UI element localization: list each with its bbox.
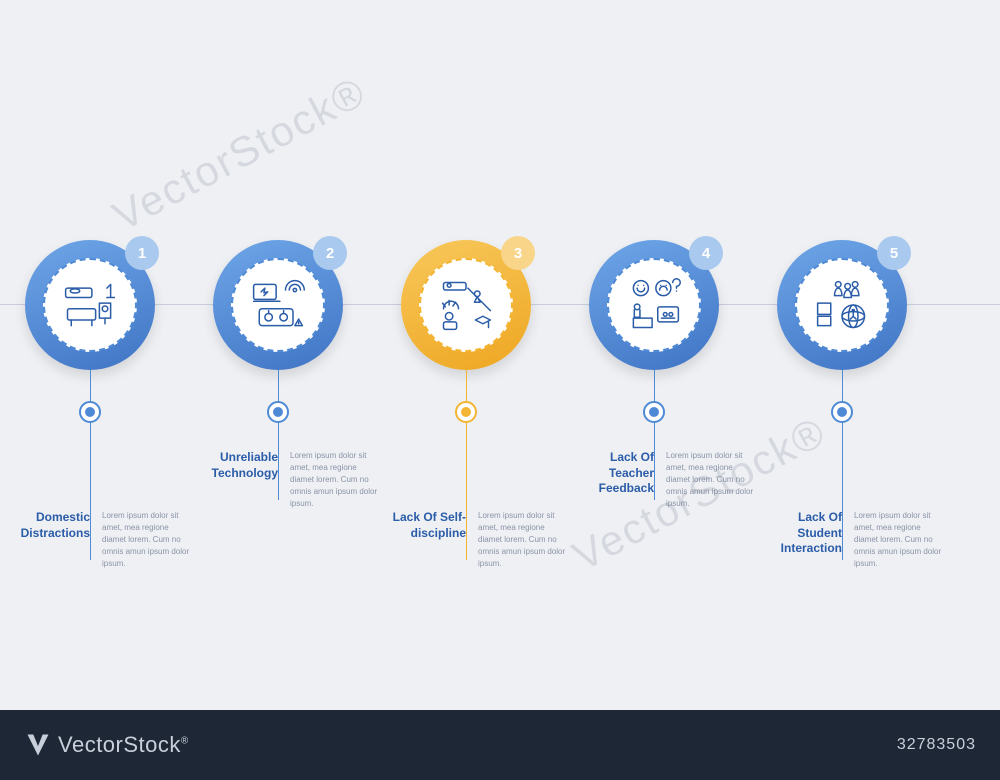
step-label-2: Unreliable TechnologyLorem ipsum dolor s…: [198, 450, 378, 510]
watermark-1: VectorStock®: [105, 67, 374, 240]
step-badge-5: 5: [877, 236, 911, 270]
step-desc-2: Lorem ipsum dolor sit amet, mea regione …: [290, 450, 378, 510]
infographic-canvas: 1Domestic DistractionsLorem ipsum dolor …: [0, 0, 1000, 710]
step-label-1: Domestic DistractionsLorem ipsum dolor s…: [10, 510, 190, 570]
step-badge-1: 1: [125, 236, 159, 270]
serial-number: 32783503: [897, 736, 976, 754]
step-desc-3: Lorem ipsum dolor sit amet, mea regione …: [478, 510, 566, 570]
step-label-4: Lack Of Teacher FeedbackLorem ipsum dolo…: [574, 450, 754, 510]
step-inner-3: [419, 258, 513, 352]
step-dot-inner-5: [837, 407, 847, 417]
step-desc-4: Lorem ipsum dolor sit amet, mea regione …: [666, 450, 754, 510]
step-dot-inner-4: [649, 407, 659, 417]
step-label-3: Lack Of Self-disciplineLorem ipsum dolor…: [386, 510, 566, 570]
home-distraction-icon: [60, 275, 120, 335]
step-dot-3: [455, 401, 477, 423]
step-title-3: Lack Of Self-discipline: [386, 510, 466, 570]
step-badge-3: 3: [501, 236, 535, 270]
step-title-1: Domestic Distractions: [10, 510, 90, 570]
brand-logo: VectorStock®: [24, 731, 189, 759]
step-dot-inner-1: [85, 407, 95, 417]
step-node-5: 5: [777, 240, 907, 370]
discipline-icon: [436, 275, 496, 335]
brand-suffix: ®: [181, 736, 189, 747]
step-title-4: Lack Of Teacher Feedback: [574, 450, 654, 510]
brand-mark-icon: [24, 731, 52, 759]
feedback-icon: [624, 275, 684, 335]
step-inner-4: [607, 258, 701, 352]
step-inner-2: [231, 258, 325, 352]
step-badge-2: 2: [313, 236, 347, 270]
step-dot-inner-2: [273, 407, 283, 417]
step-label-5: Lack Of Student InteractionLorem ipsum d…: [762, 510, 942, 570]
step-node-3: 3: [401, 240, 531, 370]
step-dot-5: [831, 401, 853, 423]
step-node-1: 1: [25, 240, 155, 370]
step-inner-1: [43, 258, 137, 352]
step-badge-4: 4: [689, 236, 723, 270]
step-desc-5: Lorem ipsum dolor sit amet, mea regione …: [854, 510, 942, 570]
step-node-4: 4: [589, 240, 719, 370]
step-title-5: Lack Of Student Interaction: [762, 510, 842, 570]
step-dot-4: [643, 401, 665, 423]
step-inner-5: [795, 258, 889, 352]
footer-bar: VectorStock® 32783503: [0, 710, 1000, 780]
step-title-2: Unreliable Technology: [198, 450, 278, 510]
step-desc-1: Lorem ipsum dolor sit amet, mea regione …: [102, 510, 190, 570]
technology-icon: [248, 275, 308, 335]
interaction-icon: [812, 275, 872, 335]
step-dot-2: [267, 401, 289, 423]
step-node-2: 2: [213, 240, 343, 370]
brand-text: VectorStock: [58, 732, 181, 757]
step-dot-1: [79, 401, 101, 423]
step-dot-inner-3: [461, 407, 471, 417]
